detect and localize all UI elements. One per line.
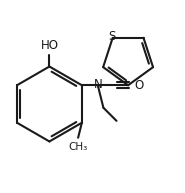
Text: S: S <box>108 30 115 43</box>
Text: CH₃: CH₃ <box>68 142 88 152</box>
Text: O: O <box>134 79 144 92</box>
Text: HO: HO <box>40 39 58 52</box>
Text: N: N <box>94 78 102 91</box>
